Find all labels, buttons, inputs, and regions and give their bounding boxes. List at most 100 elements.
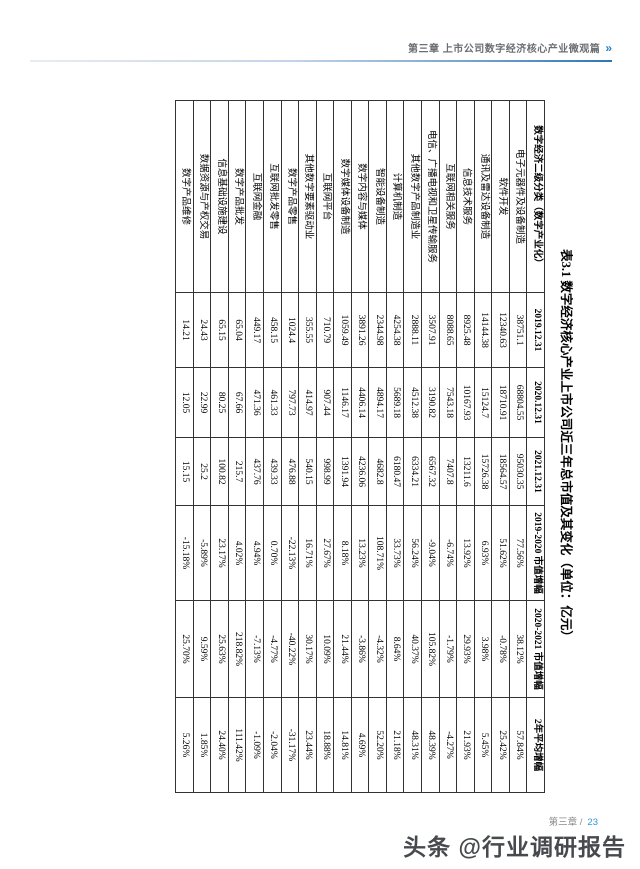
value-cell: 4512.38 <box>404 367 422 438</box>
value-cell: 3.98% <box>474 600 492 698</box>
value-cell: 65.15 <box>210 292 229 368</box>
category-cell: 其他数字要素驱动业 <box>298 100 317 293</box>
value-cell: 4236.06 <box>351 437 369 506</box>
value-cell: 710.79 <box>316 292 334 368</box>
table-row: 其他数字要素驱动业 355.55 414.97 540.15 16.71% 30.17% 2… <box>298 100 317 793</box>
value-cell: 2344.98 <box>368 292 387 368</box>
value-cell: 21.44% <box>333 600 352 698</box>
footer-pagination: 第三章 / 23 <box>549 814 598 828</box>
value-cell: -22.13% <box>281 505 299 601</box>
value-cell: -1.79% <box>439 600 457 698</box>
value-cell: 95030.35 <box>509 437 527 506</box>
value-cell: 476.88 <box>281 437 299 506</box>
value-cell: 9.59% <box>193 600 211 698</box>
value-cell: 1024.4 <box>281 292 299 368</box>
value-cell: 12.05 <box>175 367 194 438</box>
value-cell: 4.02% <box>228 505 246 601</box>
value-cell: 449.17 <box>245 292 264 368</box>
category-cell: 数字产品零售 <box>281 100 299 293</box>
value-cell: 38.12% <box>509 600 527 698</box>
value-cell: -31.17% <box>281 697 299 793</box>
value-cell: 56.24% <box>404 505 422 601</box>
value-cell: 215.7 <box>228 437 246 506</box>
table-row: 数字产品批发 65.04 67.66 215.7 4.02% 218.82% 111.42% <box>228 100 246 793</box>
value-cell: 14.81% <box>333 697 352 793</box>
value-cell: -6.74% <box>439 505 457 601</box>
chapter-title: 第三章 上市公司数字经济核心产业微观篇 <box>408 44 601 55</box>
value-cell: 100.82 <box>210 437 229 506</box>
value-cell: 65.04 <box>228 292 246 368</box>
value-cell: 8.18% <box>333 505 352 601</box>
category-cell: 互联网金融 <box>245 100 264 293</box>
value-cell: -9.04% <box>421 505 440 601</box>
value-cell: 14144.38 <box>474 292 492 368</box>
table-row: 软件开发 12340.63 18710.91 18564.57 51.62% -0.78%… <box>491 100 510 793</box>
double-chevron-icon: » <box>605 41 612 55</box>
category-cell: 数字内容与媒体 <box>351 100 369 293</box>
value-cell: 6567.32 <box>421 437 440 506</box>
category-cell: 数字媒体设备制造 <box>333 100 352 293</box>
value-cell: 1146.17 <box>333 367 352 438</box>
value-cell: 68804.55 <box>509 367 527 438</box>
value-cell: 5689.18 <box>386 367 404 438</box>
category-cell: 信息技术服务 <box>456 100 475 293</box>
value-cell: 4406.14 <box>351 367 369 438</box>
value-cell: 0.70% <box>263 505 282 601</box>
table-row: 智能设备制造 2344.98 4894.17 4682.8 108.71% -4.32% 5… <box>368 100 387 793</box>
category-cell: 互联网相关服务 <box>439 100 457 293</box>
value-cell: -5.89% <box>193 505 211 601</box>
value-cell: 8925.48 <box>456 292 475 368</box>
value-cell: 7543.18 <box>439 367 457 438</box>
table-row: 其他数字产品制造业 2888.11 4512.38 6334.21 56.24% 40.3… <box>404 100 422 793</box>
table-row: 数字媒体设备制造 1059.49 1146.17 1391.94 8.18% 21.44%… <box>333 100 352 793</box>
rotated-table-block: 表3.1 数字经济核心产业上市公司近三年总市值及其变化（单位：亿元） 数字经济二… <box>175 100 575 793</box>
value-cell: 355.55 <box>298 292 317 368</box>
category-cell: 信息基础设施建设 <box>210 100 229 293</box>
value-cell: 77.56% <box>509 505 527 601</box>
value-cell: 998.99 <box>316 437 334 506</box>
footer-chapter-label: 第三章 / <box>548 817 583 828</box>
value-cell: -40.22% <box>281 600 299 698</box>
value-cell: 439.33 <box>263 437 282 506</box>
value-cell: 51.62% <box>491 505 510 601</box>
category-cell: 软件开发 <box>491 100 510 293</box>
table-header-row: 数字经济二级分类（数字产业化） 2019.12.31 2020.12.31 2021.… <box>526 100 545 793</box>
value-cell: -7.13% <box>245 600 264 698</box>
value-cell: -4.27% <box>439 697 457 793</box>
value-cell: 907.44 <box>316 367 334 438</box>
value-cell: 13.23% <box>351 505 369 601</box>
value-cell: 471.36 <box>245 367 264 438</box>
value-cell: 40.37% <box>404 600 422 698</box>
value-cell: 4894.17 <box>368 367 387 438</box>
value-cell: 48.31% <box>404 697 422 793</box>
category-cell: 互联网批发零售 <box>263 100 282 293</box>
value-cell: 108.71% <box>368 505 387 601</box>
value-cell: 3507.91 <box>421 292 440 368</box>
value-cell: 23.17% <box>210 505 229 601</box>
value-cell: 6.93% <box>474 505 492 601</box>
value-cell: 4.69% <box>351 697 369 793</box>
value-cell: 5.45% <box>474 697 492 793</box>
value-cell: -0.78% <box>491 600 510 698</box>
category-cell: 通讯及雷达设备制造 <box>474 100 492 293</box>
value-cell: 25.2 <box>193 437 211 506</box>
value-cell: 1059.49 <box>333 292 352 368</box>
value-cell: 23.44% <box>298 697 317 793</box>
value-cell: 461.33 <box>263 367 282 438</box>
value-cell: 24.43 <box>193 292 211 368</box>
value-cell: 8.64% <box>386 600 404 698</box>
value-cell: 540.15 <box>298 437 317 506</box>
table-caption: 表3.1 数字经济核心产业上市公司近三年总市值及其变化（单位：亿元） <box>559 249 573 643</box>
value-cell: 52.20% <box>368 697 387 793</box>
value-cell: 437.76 <box>245 437 264 506</box>
category-cell: 互联网平台 <box>316 100 334 293</box>
table-row: 电信、广播电视和卫星传输服务 3507.91 3190.82 6567.32 -9.04… <box>421 100 440 793</box>
value-cell: 10.09% <box>316 600 334 698</box>
category-cell: 电子元器件及设备制造 <box>509 100 527 293</box>
value-cell: -15.18% <box>175 505 194 601</box>
value-cell: 105.82% <box>421 600 440 698</box>
value-cell: -3.86% <box>351 600 369 698</box>
value-cell: 25.63% <box>210 600 229 698</box>
table-row: 互联网批发零售 458.15 461.33 439.33 0.70% -4.77% -2.0… <box>263 100 282 793</box>
